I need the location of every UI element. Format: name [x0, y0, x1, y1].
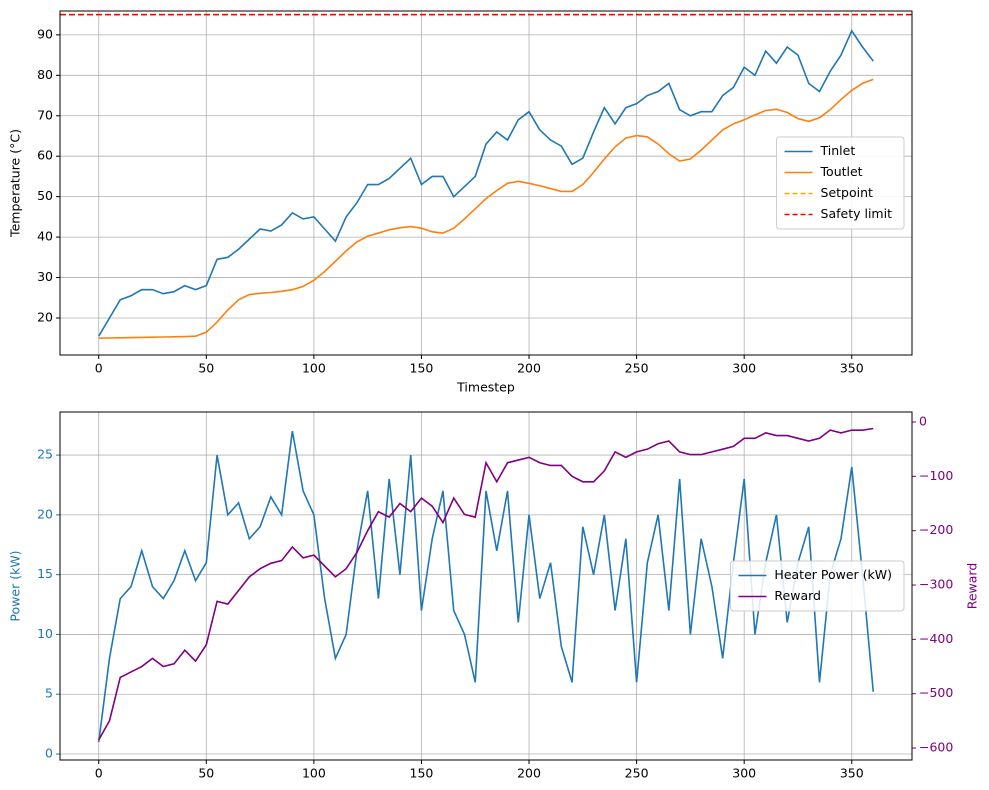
x-tick-label: 100: [302, 361, 326, 376]
y-tick-label: 20: [37, 309, 53, 324]
series-line: [98, 78, 874, 340]
x-tick-label: 300: [732, 361, 756, 376]
x-tick-label: 250: [625, 766, 649, 781]
y2-tick-label: −400: [919, 631, 953, 646]
x-tick-label: 350: [840, 766, 864, 781]
y-tick-label: 5: [45, 686, 53, 701]
x-tick-label: 250: [625, 361, 649, 376]
legend-label: Safety limit: [821, 206, 893, 221]
y-tick-label: 30: [37, 269, 53, 284]
legend-label: Tinlet: [820, 143, 856, 158]
axes-frame: [59, 411, 913, 761]
y-tick-label: 70: [37, 107, 53, 122]
y2-tick-label: 0: [919, 413, 927, 428]
x-tick-label: 150: [410, 766, 434, 781]
legend-label: Setpoint: [821, 185, 874, 200]
x-tick-label: 0: [95, 361, 103, 376]
x-tick-label: 350: [840, 361, 864, 376]
y-tick-label: 60: [37, 148, 53, 163]
y-tick-label: 40: [37, 229, 53, 244]
y-axis-label: Power (kW): [8, 550, 23, 621]
x-tick-label: 0: [95, 766, 103, 781]
x-tick-label: 50: [198, 766, 214, 781]
series-line: [98, 29, 874, 337]
legend-box: [729, 560, 905, 612]
x-tick-label: 50: [198, 361, 214, 376]
y2-tick-label: −300: [919, 577, 953, 592]
y-tick-label: 80: [37, 67, 53, 82]
legend-label: Toutlet: [820, 164, 863, 179]
legend: Tinlet Toutlet Setpoint Safety limit: [776, 136, 905, 230]
y-tick-label: 15: [37, 566, 53, 581]
series-line: [97, 430, 875, 743]
legend-label: Heater Power (kW): [774, 567, 892, 582]
x-tick-label: 300: [732, 766, 756, 781]
legend-label: Reward: [774, 588, 821, 603]
y2-tick-label: −500: [919, 685, 953, 700]
y-axis-label: Temperature (°C): [8, 129, 23, 238]
y-tick-label: 10: [37, 626, 53, 641]
y2-tick-label: −600: [919, 740, 953, 755]
legend: Heater Power (kW) Reward: [729, 560, 905, 612]
axes-frame: [59, 10, 913, 356]
x-tick-label: 200: [517, 361, 541, 376]
x-tick-label: 150: [410, 361, 434, 376]
y-tick-label: 90: [37, 26, 53, 41]
y2-tick-label: −100: [919, 468, 953, 483]
y-tick-label: 20: [37, 506, 53, 521]
series-line: [98, 427, 874, 741]
y2-axis-label: Reward: [965, 563, 980, 610]
x-tick-label: 100: [302, 766, 326, 781]
x-axis-label: Timestep: [456, 380, 515, 395]
y-tick-label: 0: [45, 746, 53, 761]
x-tick-label: 200: [517, 766, 541, 781]
y-tick-label: 50: [37, 188, 53, 203]
y-tick-label: 25: [37, 447, 53, 462]
legend-box: [776, 136, 905, 230]
y2-tick-label: −200: [919, 522, 953, 537]
